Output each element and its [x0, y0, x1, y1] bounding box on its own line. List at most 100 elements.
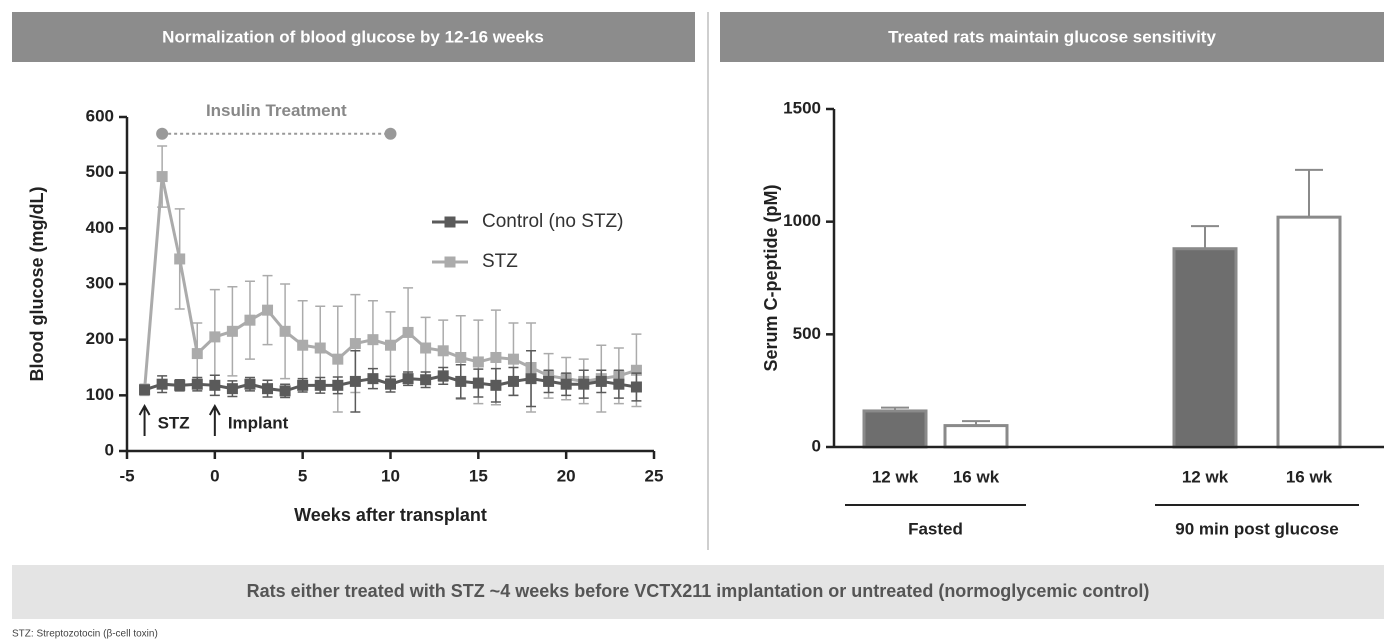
bar — [1172, 247, 1238, 449]
marker — [332, 379, 344, 391]
x-tick-label: 20 — [557, 466, 576, 485]
marker — [613, 378, 625, 390]
y-tick-label: 300 — [86, 273, 114, 292]
marker — [455, 351, 467, 363]
marker — [367, 334, 379, 346]
x-tick-label: 15 — [469, 466, 488, 485]
chart-title: Normalization of blood glucose by 12-16 … — [162, 27, 544, 46]
y-tick-label: 600 — [86, 106, 114, 125]
y-tick-label: 1000 — [783, 211, 821, 230]
error-bar — [1295, 168, 1323, 218]
caption-bar — [12, 565, 1384, 619]
y-axis-label: Blood glucose (mg/dL) — [27, 187, 47, 382]
marker — [226, 383, 238, 395]
group-label: Fasted — [908, 519, 963, 538]
x-tick-label: -5 — [119, 466, 134, 485]
arrow-label: Implant — [228, 413, 289, 432]
marker — [349, 375, 361, 387]
marker — [385, 339, 396, 351]
x-axis-label: Weeks after transplant — [294, 505, 487, 525]
arrow-label: STZ — [158, 413, 190, 432]
marker — [156, 378, 168, 390]
marker — [455, 375, 467, 387]
marker — [507, 353, 519, 365]
x-tick-label: 5 — [298, 466, 307, 485]
marker — [332, 353, 344, 365]
legend-label: Control (no STZ) — [482, 211, 623, 232]
marker — [402, 326, 414, 338]
marker — [244, 314, 256, 326]
marker — [156, 171, 168, 183]
marker — [174, 379, 186, 391]
x-tick-label: 25 — [645, 466, 664, 485]
legend-marker — [444, 256, 456, 268]
marker — [578, 378, 590, 390]
chart-title: Treated rats maintain glucose sensitivit… — [888, 27, 1216, 46]
marker — [297, 379, 309, 391]
legend-marker — [444, 216, 456, 228]
y-tick-label: 500 — [86, 162, 114, 181]
marker — [262, 383, 274, 395]
legend-label: STZ — [482, 251, 518, 272]
y-axis-label: Serum C-peptide (pM) — [761, 184, 781, 371]
x-tick-label: 12 wk — [1182, 467, 1229, 486]
y-tick-label: 200 — [86, 329, 114, 348]
error-bar — [1191, 225, 1219, 249]
x-tick-label: 16 wk — [1286, 467, 1333, 486]
marker — [297, 339, 309, 351]
marker — [490, 351, 502, 363]
y-tick-label: 0 — [105, 440, 114, 459]
marker — [314, 379, 326, 391]
insulin-end — [384, 127, 397, 140]
marker — [139, 384, 151, 396]
marker — [560, 378, 572, 390]
marker — [507, 375, 519, 387]
x-tick-label: 12 wk — [872, 467, 919, 486]
bar — [943, 424, 1009, 449]
y-tick-label: 0 — [812, 436, 821, 455]
insulin-label: Insulin Treatment — [206, 101, 347, 120]
marker — [543, 375, 555, 387]
y-tick-label: 400 — [86, 218, 114, 237]
marker — [420, 374, 432, 386]
footnote: STZ: Streptozotocin (β-cell toxin) — [12, 629, 158, 640]
marker — [244, 378, 256, 390]
arrow — [138, 403, 151, 436]
marker — [279, 385, 291, 397]
marker — [472, 377, 484, 389]
marker — [262, 304, 274, 316]
header-bar — [720, 12, 1384, 62]
bar — [862, 409, 928, 449]
y-tick-label: 100 — [86, 385, 114, 404]
arrow — [208, 403, 221, 436]
marker — [367, 373, 379, 385]
x-tick-label: 10 — [381, 466, 400, 485]
marker — [437, 370, 449, 382]
marker — [174, 253, 186, 265]
y-tick-label: 500 — [793, 324, 821, 343]
marker — [385, 378, 396, 390]
marker — [191, 378, 203, 390]
marker — [279, 325, 291, 337]
marker — [349, 338, 361, 350]
x-tick-label: 0 — [210, 466, 219, 485]
marker — [402, 373, 414, 385]
x-tick-label: 16 wk — [953, 467, 1000, 486]
caption: Rats either treated with STZ ~4 weeks be… — [247, 581, 1150, 601]
marker — [314, 342, 326, 354]
marker — [209, 331, 221, 343]
marker — [472, 356, 484, 368]
marker — [191, 348, 203, 360]
group-label: 90 min post glucose — [1175, 519, 1338, 538]
bar — [1276, 215, 1342, 449]
header-bar — [12, 12, 695, 62]
marker — [595, 375, 607, 387]
y-tick-label: 1500 — [783, 98, 821, 117]
marker — [437, 345, 449, 357]
marker — [420, 342, 432, 354]
marker — [630, 381, 642, 393]
marker — [490, 379, 502, 391]
marker — [525, 373, 537, 385]
